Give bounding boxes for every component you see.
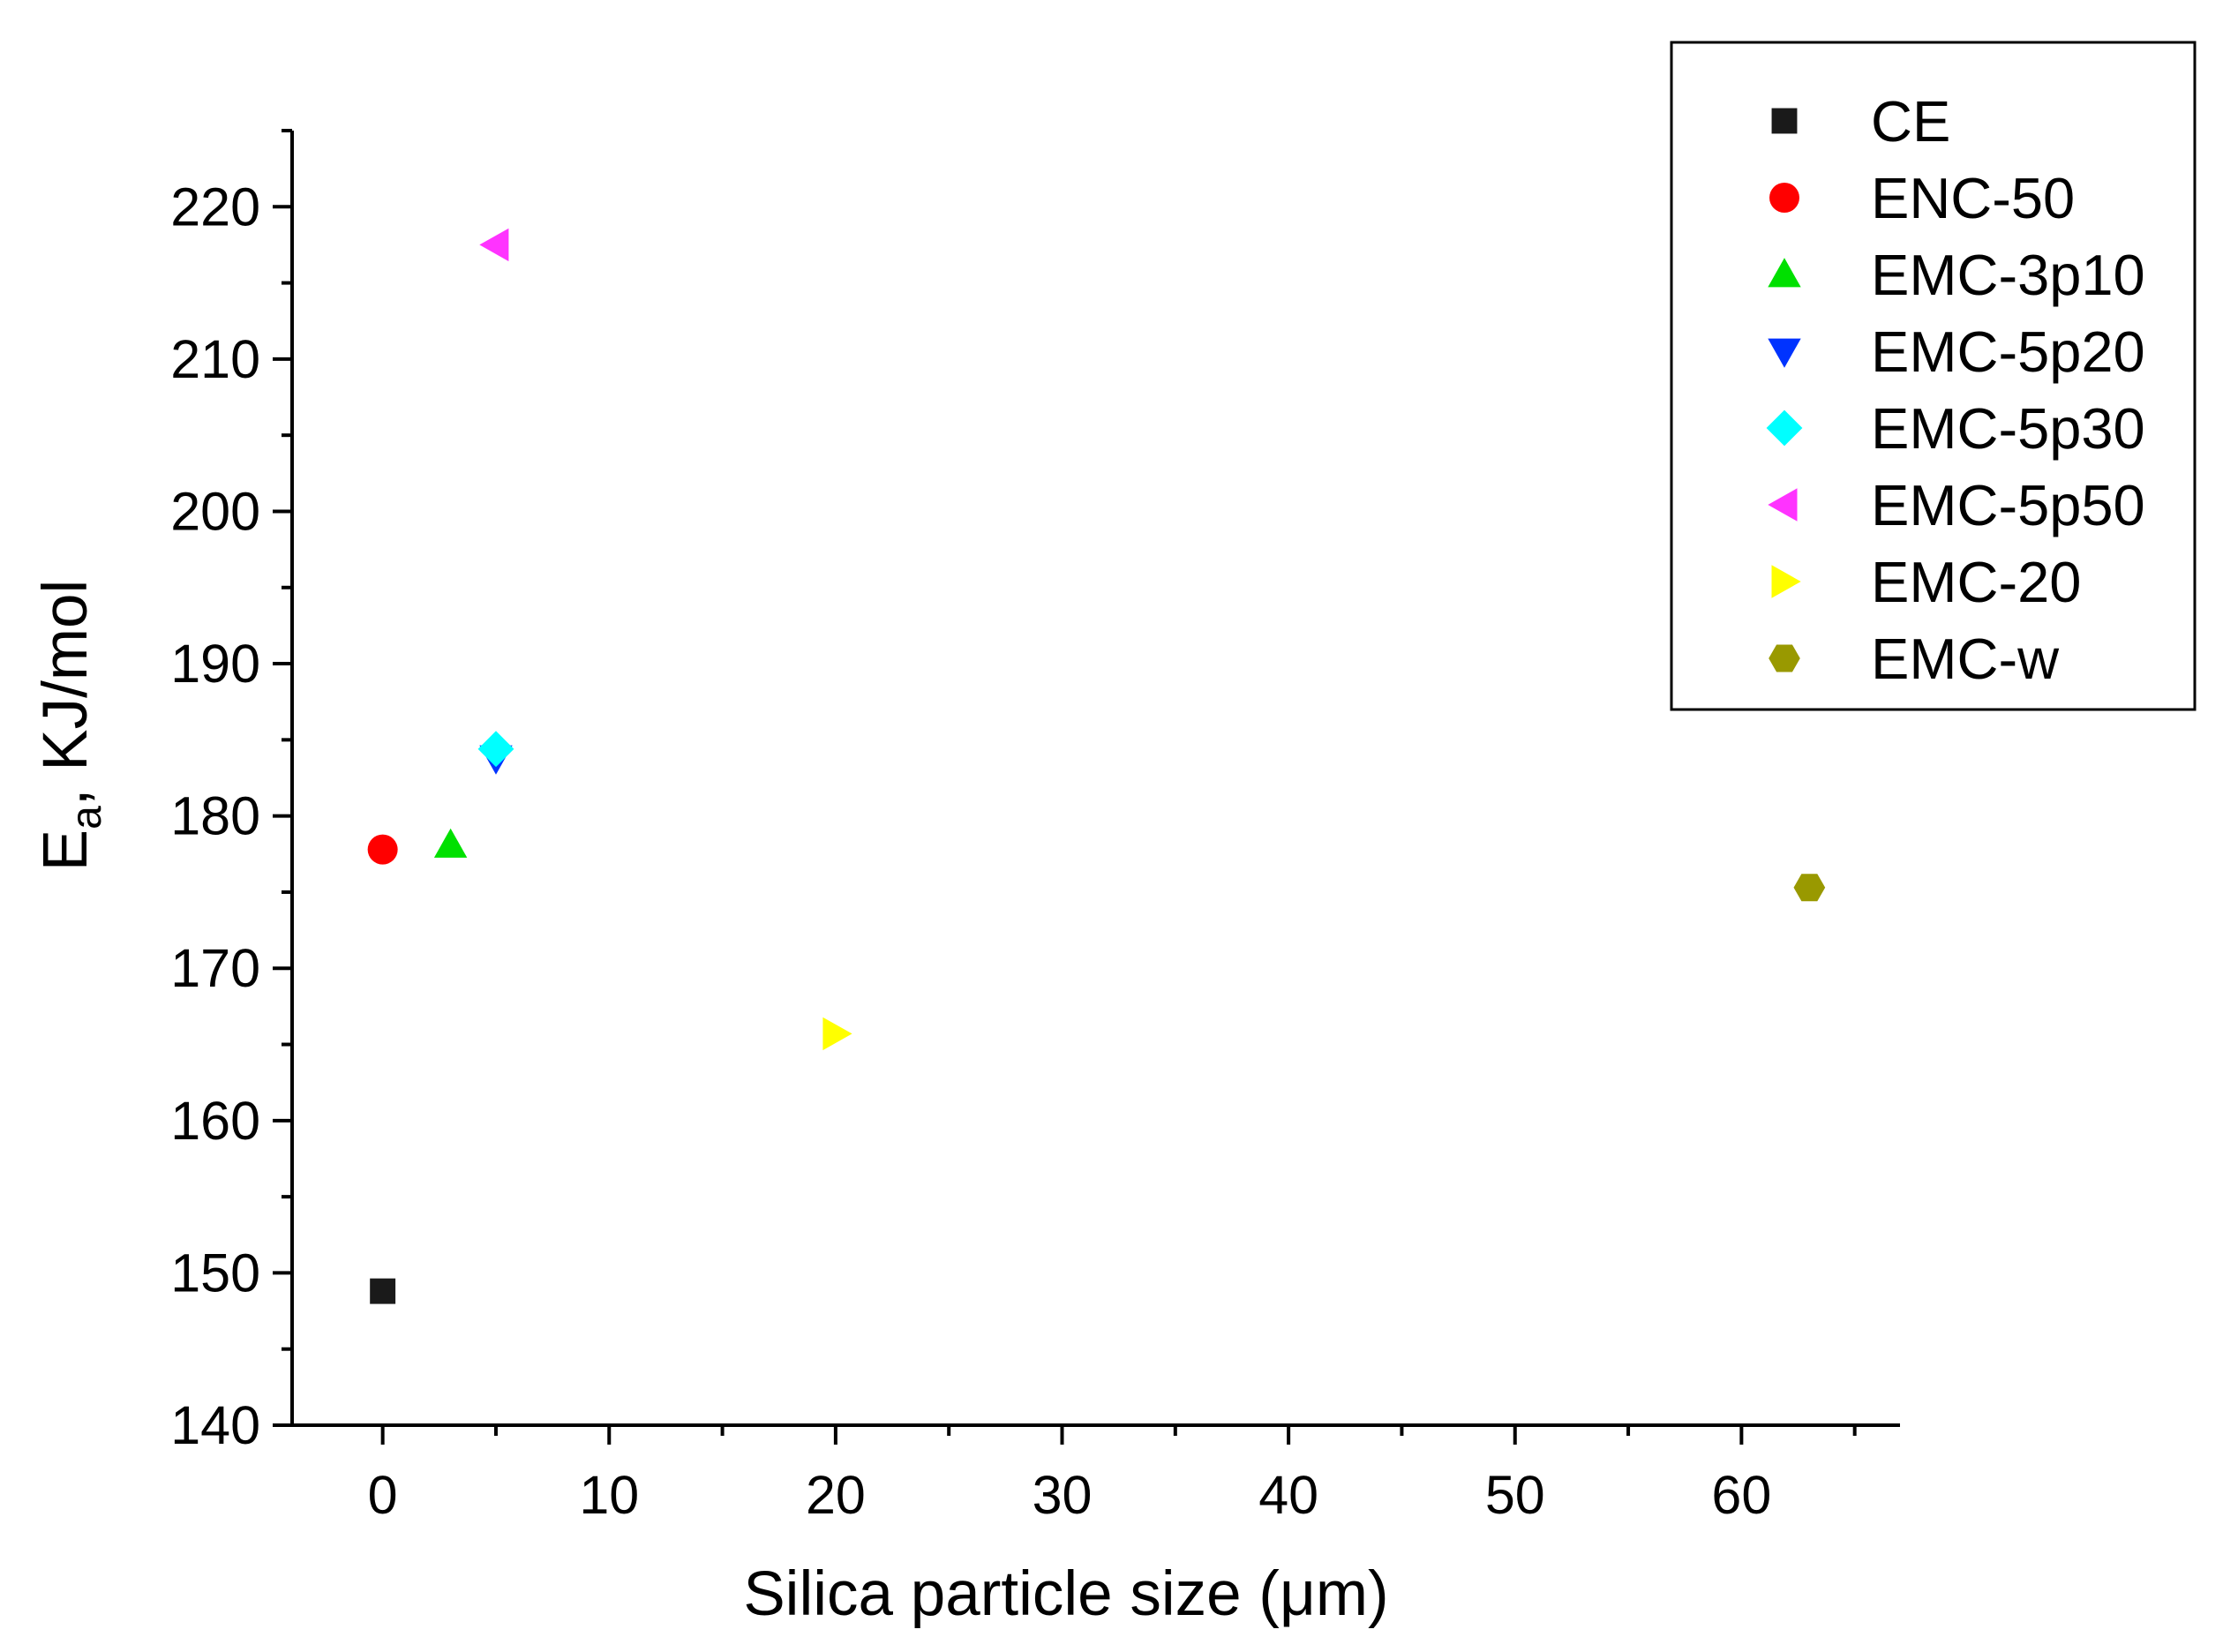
axes: 140 150 160 170 180 190 200 210 220 0 10 20 30 40 50 60 (170, 129, 1900, 1525)
y-tick-label: 170 (170, 938, 260, 998)
y-tick-label: 180 (170, 786, 260, 846)
legend-label: EMC-5p20 (1871, 319, 2145, 384)
legend-label: EMC-20 (1871, 550, 2081, 614)
y-tick-label: 150 (170, 1243, 260, 1303)
x-tick-label: 50 (1485, 1465, 1545, 1525)
y-tick-label: 220 (170, 176, 260, 237)
x-tick-label: 20 (806, 1465, 866, 1525)
y-tick-label: 190 (170, 634, 260, 694)
legend-label: CE (1871, 89, 1950, 154)
legend-label: ENC-50 (1871, 166, 2075, 230)
legend-label: EMC-3p10 (1871, 243, 2145, 307)
legend-marker-emc-20 (1771, 565, 1801, 598)
data-point-ce (370, 1278, 396, 1304)
y-tick-label: 210 (170, 329, 260, 389)
y-tick-label: 140 (170, 1395, 260, 1455)
y-tick-label: 160 (170, 1091, 260, 1151)
y-axis-title-suffix: , KJ/mol (31, 580, 101, 806)
data-point-enc-50 (367, 834, 398, 865)
legend-marker-emc-5p30 (1766, 409, 1803, 447)
data-point-emc-5p30 (477, 731, 514, 768)
x-tick-label: 30 (1033, 1465, 1093, 1525)
y-axis-title: Ea, KJ/mol (31, 580, 110, 872)
x-tick-label: 10 (579, 1465, 639, 1525)
data-point-emc-20 (822, 1017, 852, 1051)
data-point-emc-5p50 (479, 228, 509, 262)
y-axis-title-subscript: a (64, 806, 110, 830)
legend-marker-emc-5p50 (1768, 488, 1798, 522)
x-tick-label: 40 (1258, 1465, 1318, 1525)
legend-box (1670, 41, 2197, 711)
legend-marker-emc-3p10 (1768, 258, 1801, 288)
data-point-emc-w (1793, 874, 1826, 902)
legend-marker-emc-w (1769, 644, 1800, 672)
y-tick-label: 200 (170, 481, 260, 541)
x-axis-title: Silica particle size (μm) (743, 1559, 1388, 1629)
y-axis-title-main: E (31, 830, 101, 871)
legend-label: EMC-w (1871, 627, 2060, 691)
legend-label: EMC-5p50 (1871, 473, 2145, 537)
x-tick-label: 0 (368, 1465, 398, 1525)
x-tick-label: 60 (1711, 1465, 1771, 1525)
data-point-emc-3p10 (433, 828, 468, 858)
legend-marker-emc-5p20 (1768, 338, 1801, 368)
data-points (367, 228, 1826, 1304)
legend-marker-ce (1771, 108, 1798, 134)
legend-marker-enc-50 (1769, 183, 1799, 213)
legend: CE ENC-50 EMC-3p10 EMC-5p20 EMC-5p30 EMC-5p50… (1670, 41, 2197, 711)
legend-label: EMC-5p30 (1871, 396, 2145, 461)
